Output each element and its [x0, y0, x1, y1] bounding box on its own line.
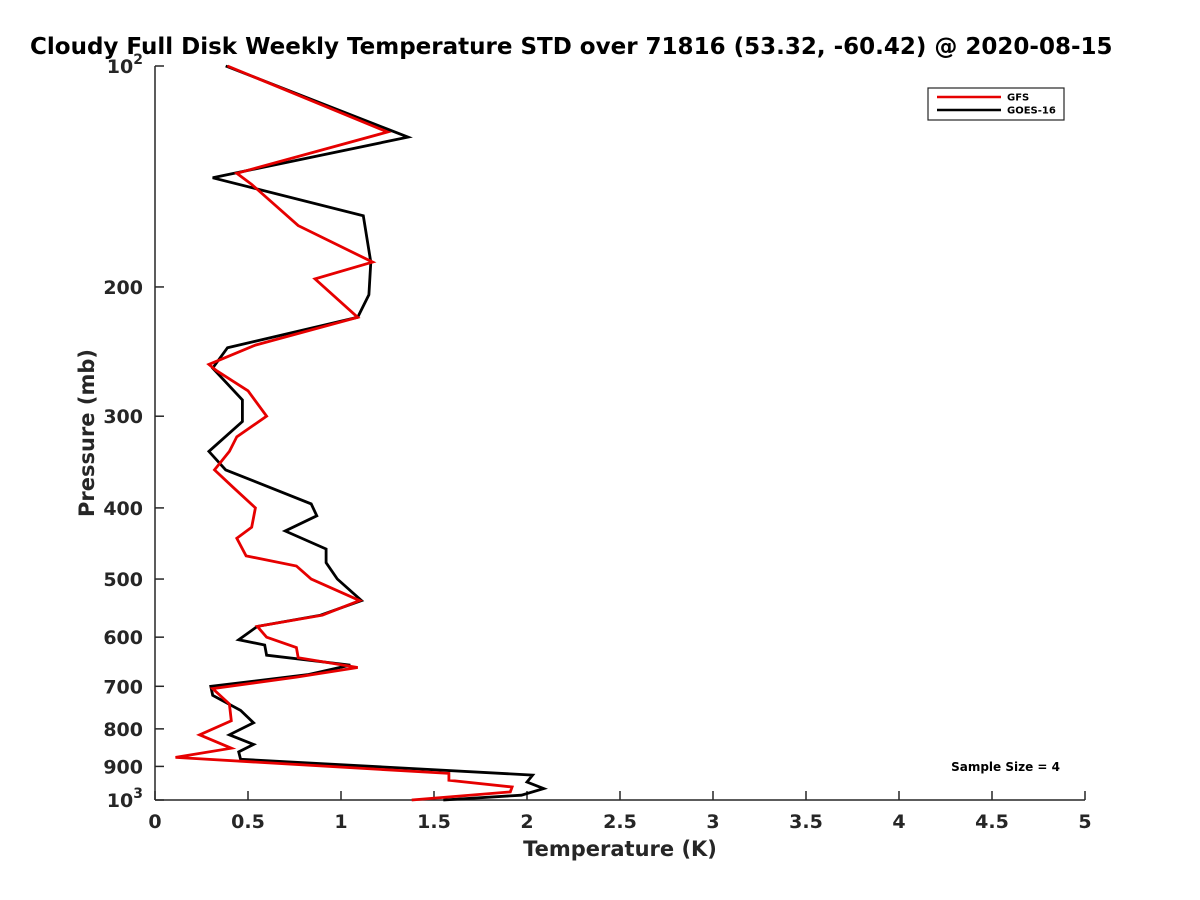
x-tick-label: 0 [148, 811, 161, 833]
y-tick-label: 600 [103, 627, 143, 649]
axes: 0 0.5 1 1.5 2 2.5 3 3.5 4 4.5 5 102 200 300 400 500 600 7… [75, 52, 1092, 861]
y-tick-label: 700 [103, 676, 143, 698]
x-axis-label: Temperature (K) [523, 837, 717, 861]
sample-size-annotation: Sample Size = 4 [951, 760, 1060, 774]
x-tick-label: 1.5 [417, 811, 451, 833]
x-tick-label: 2 [520, 811, 533, 833]
series-line-gfs [175, 64, 515, 802]
x-tick-label: 5 [1078, 811, 1091, 833]
y-tick-label: 800 [103, 719, 143, 741]
x-tick-label: 3 [706, 811, 719, 833]
y-tick-label: 300 [103, 406, 143, 428]
x-tick-label: 1 [334, 811, 347, 833]
y-tick-label: 400 [103, 498, 143, 520]
y-tick-label: 200 [103, 277, 143, 299]
x-tick-label: 0.5 [231, 811, 265, 833]
chart-title: Cloudy Full Disk Weekly Temperature STD … [30, 34, 1113, 60]
series-layer [175, 64, 548, 802]
legend-label-goes-16: GOES-16 [1007, 106, 1056, 117]
legend-label-gfs: GFS [1007, 93, 1029, 104]
x-tick-label: 2.5 [603, 811, 637, 833]
x-tick-label: 3.5 [789, 811, 823, 833]
legend: GFS GOES-16 [927, 87, 1065, 121]
y-tick-label: 900 [103, 756, 143, 778]
y-tick-label: 103 [107, 786, 143, 812]
y-tick-label: 500 [103, 569, 143, 591]
x-tick-label: 4 [892, 811, 905, 833]
y-axis-label: Pressure (mb) [75, 349, 99, 517]
y-tick-label: 102 [107, 52, 143, 78]
legend-box [927, 87, 1065, 121]
x-tick-label: 4.5 [975, 811, 1009, 833]
